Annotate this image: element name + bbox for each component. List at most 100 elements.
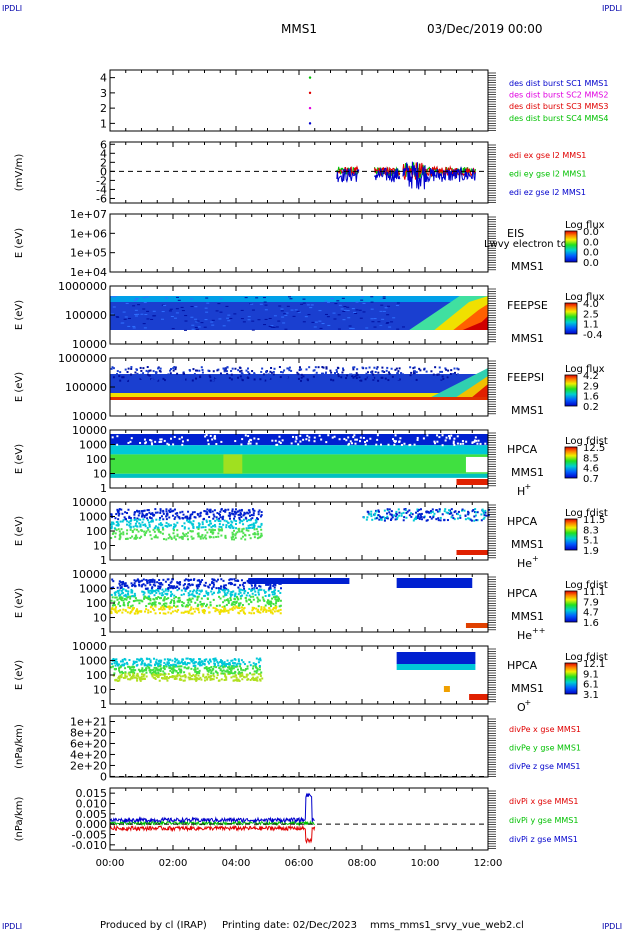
heplus-pixel xyxy=(242,514,245,517)
heplusplus-pixel xyxy=(167,605,170,608)
feepsi-speckle xyxy=(440,378,443,381)
hplus-green xyxy=(110,454,488,474)
hplus-gap-speckle xyxy=(181,436,184,439)
hplus-gap-speckle xyxy=(354,438,357,441)
heplusplus-pixel xyxy=(123,584,126,587)
heplusplus-pixel xyxy=(111,596,114,599)
oplus-pixel xyxy=(153,657,156,660)
oplus-pixel xyxy=(130,676,133,679)
heplus-pixel xyxy=(484,509,487,512)
oplus-pixel xyxy=(256,669,259,672)
heplus-pixel xyxy=(186,517,189,520)
heplusplus-pixel xyxy=(140,585,143,588)
oplus-pixel xyxy=(235,678,238,681)
heplusplus-pixel xyxy=(273,586,276,589)
feepsi-speckle xyxy=(193,372,196,375)
heplus-pixel xyxy=(220,534,223,537)
oplus-pixel xyxy=(195,676,198,679)
oplus-pixel xyxy=(128,673,131,676)
heplus-pixel xyxy=(452,517,455,520)
feepsi-speckle xyxy=(445,368,448,371)
heplusplus-pixel xyxy=(245,600,248,603)
y-tick-label: 0 xyxy=(100,165,107,178)
feepsi-speckle xyxy=(230,378,233,381)
feepsi-speckle xyxy=(260,370,263,373)
oplus-pixel xyxy=(216,672,219,675)
heplusplus-pixel xyxy=(129,612,132,615)
y-tick-label: 100 xyxy=(86,525,107,538)
oplus-pixel xyxy=(244,669,247,672)
feepse-speckle xyxy=(250,303,254,305)
hplus-gap-speckle xyxy=(354,442,357,445)
heplus-pixel xyxy=(225,520,228,523)
feepsi-speckle xyxy=(305,368,308,371)
heplus-pixel xyxy=(182,532,185,535)
heplus-pixel xyxy=(166,512,169,515)
oplus-pixel xyxy=(253,677,256,680)
heplus-pixel xyxy=(201,533,204,536)
oplus-pixel xyxy=(170,664,173,667)
heplus-pixel xyxy=(232,533,235,536)
feepse-speckle xyxy=(346,309,350,311)
heplus-pixel xyxy=(213,515,216,518)
hplus-gap-speckle xyxy=(398,440,401,443)
heplus-pixel xyxy=(141,512,144,515)
heplusplus-band-2 xyxy=(396,578,473,588)
feepsi-speckle xyxy=(436,373,439,376)
feepse-speckle xyxy=(370,318,374,320)
heplusplus-pixel xyxy=(169,602,172,605)
feepsi-speckle xyxy=(300,373,303,376)
heplus-pixel xyxy=(220,528,223,531)
heplus-pixel xyxy=(448,512,451,515)
feepse-speckle xyxy=(111,313,115,315)
oplus-pixel xyxy=(143,678,146,681)
hplus-gap-speckle xyxy=(151,443,154,446)
heplusplus-pixel xyxy=(274,583,277,586)
colorbar-tick-label: 9.1 xyxy=(583,669,599,680)
oplus-pixel xyxy=(198,669,201,672)
heplus-pixel xyxy=(242,527,245,530)
heplus-pixel xyxy=(199,514,202,517)
feepsi-speckle xyxy=(337,375,340,378)
oplus-pixel xyxy=(168,666,171,669)
heplusplus-pixel xyxy=(185,578,188,581)
feepsi-speckle xyxy=(139,377,142,380)
feepsi-speckle xyxy=(415,378,418,381)
oplus-pixel xyxy=(172,663,175,666)
oplus-pixel xyxy=(179,665,182,668)
heplus-pixel xyxy=(133,537,136,540)
oplus-pixel xyxy=(113,662,116,665)
y-tick-label: 6 xyxy=(100,138,107,151)
oplus-pixel xyxy=(152,676,155,679)
oplus-pixel xyxy=(133,669,136,672)
heplusplus-pixel xyxy=(146,587,149,590)
oplus-pixel xyxy=(200,664,203,667)
hplus-gap-speckle xyxy=(234,440,237,443)
heplusplus-pixel xyxy=(119,587,122,590)
feepsi-speckle xyxy=(433,379,436,382)
heplus-pixel xyxy=(255,528,258,531)
feepsi-speckle xyxy=(218,379,221,382)
heplusplus-pixel xyxy=(223,610,226,613)
heplus-pixel xyxy=(256,517,259,520)
oplus-pixel xyxy=(206,668,209,671)
species-label: H xyxy=(517,485,525,498)
heplusplus-pixel xyxy=(272,584,275,587)
heplusplus-pixel xyxy=(198,579,201,582)
heplusplus-pixel xyxy=(227,609,230,612)
heplus-pixel xyxy=(161,532,164,535)
feepse-speckle xyxy=(146,310,150,312)
heplusplus-pixel xyxy=(152,598,155,601)
heplusplus-pixel xyxy=(223,605,226,608)
heplusplus-pixel xyxy=(120,599,123,602)
heplus-pixel xyxy=(204,510,207,513)
heplus-pixel xyxy=(403,508,406,511)
oplus-pixel xyxy=(259,679,262,682)
feepse-speckle xyxy=(386,314,390,316)
feepsi-speckle xyxy=(298,366,301,369)
heplus-pixel xyxy=(470,519,473,522)
heplusplus-pixel xyxy=(124,582,127,585)
oplus-pixel xyxy=(209,677,212,680)
heplusplus-pixel xyxy=(203,612,206,615)
heplusplus-pixel xyxy=(233,595,236,598)
